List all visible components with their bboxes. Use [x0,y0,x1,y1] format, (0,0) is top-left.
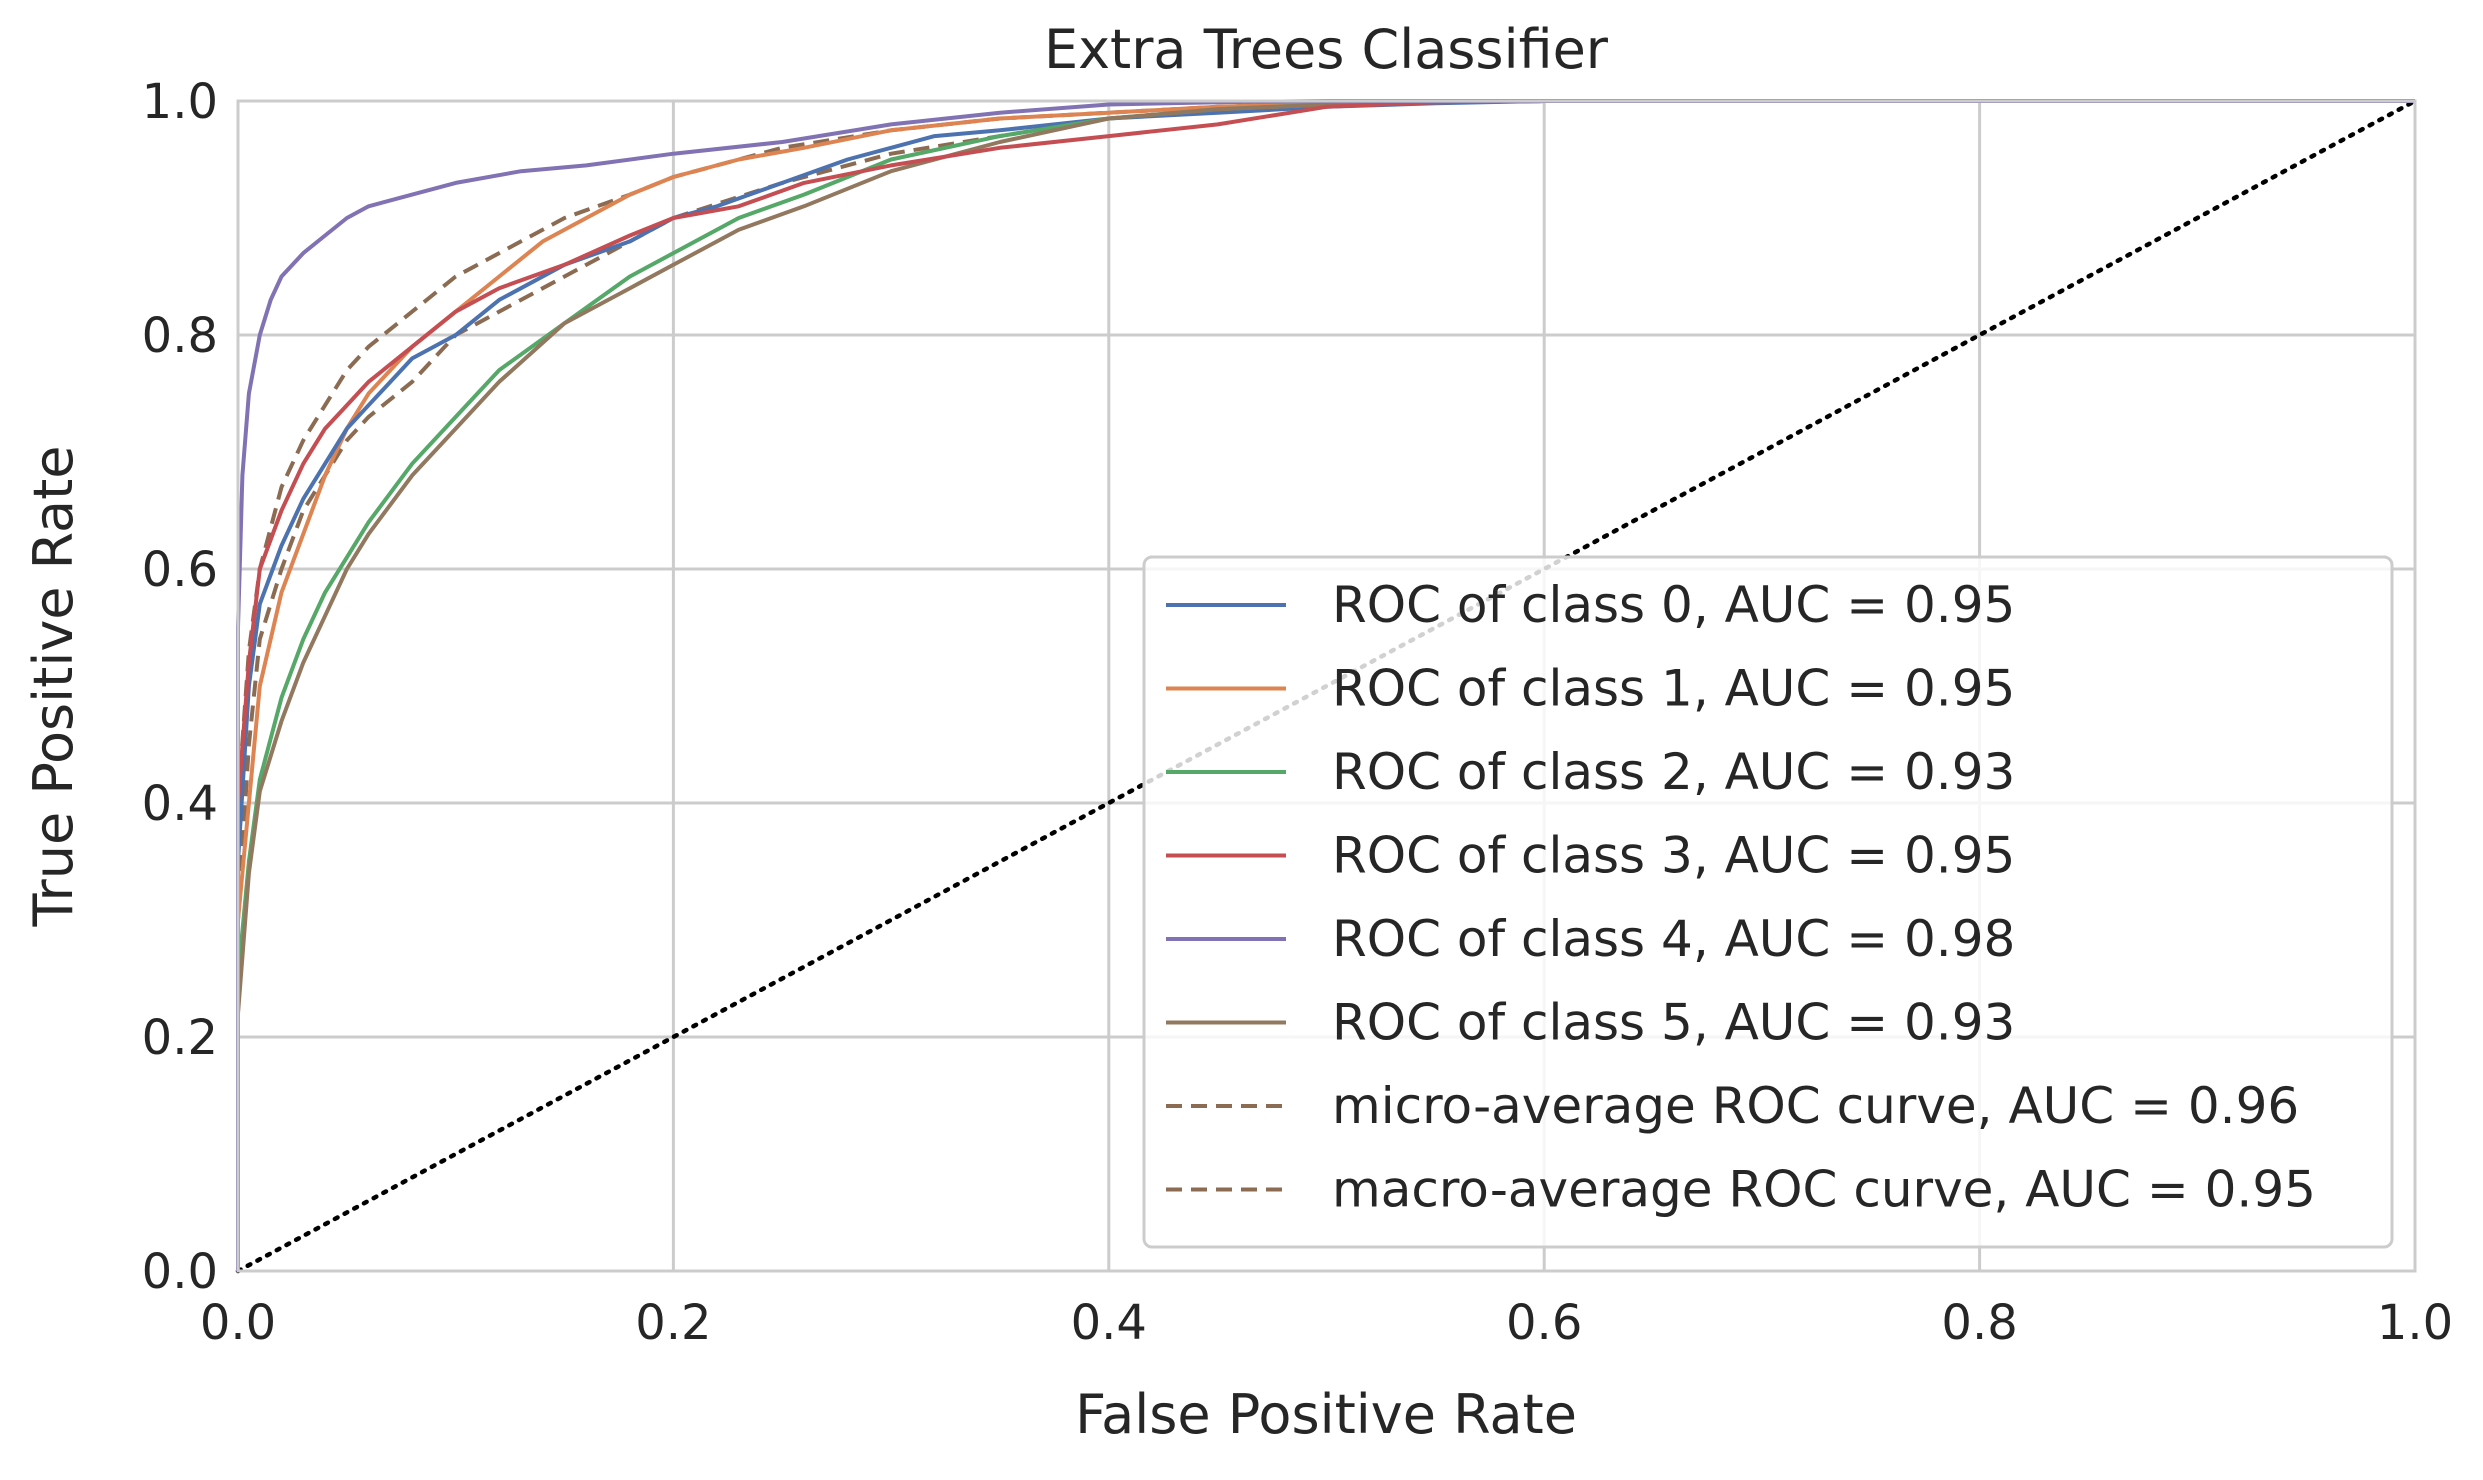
legend-label: ROC of class 3, AUC = 0.95 [1332,827,2015,885]
x-tick-label: 0.6 [1506,1295,1582,1351]
legend-label: macro-average ROC curve, AUC = 0.95 [1332,1161,2316,1219]
roc-curve-6 [236,99,2415,1271]
roc-curve-5 [236,99,2415,1271]
y-tick-labels: 0.0 0.2 0.4 0.6 0.8 1.0 [142,74,218,1300]
roc-curve-3 [236,99,2415,1271]
y-tick-label: 0.4 [142,776,218,832]
plot-frame [236,99,2417,1273]
legend-label: ROC of class 2, AUC = 0.93 [1332,743,2015,801]
legend-label: ROC of class 1, AUC = 0.95 [1332,660,2015,718]
x-tick-label: 0.0 [200,1295,276,1351]
legend-label: ROC of class 0, AUC = 0.95 [1332,576,2015,634]
x-axis-label: False Positive Rate [1075,1383,1577,1446]
y-tick-label: 0.0 [142,1244,218,1300]
series-layer [235,98,2418,1274]
y-tick-label: 0.6 [142,542,218,598]
legend-label: micro-average ROC curve, AUC = 0.96 [1332,1077,2299,1135]
y-tick-label: 1.0 [142,74,218,130]
y-tick-label: 0.8 [142,308,218,364]
chart-title: Extra Trees Classifier [1044,18,1609,81]
x-tick-label: 0.8 [1941,1295,2017,1351]
y-tick-label: 0.2 [142,1010,218,1066]
roc-curve-0 [236,99,2415,1271]
y-axis-label: True Positive Rate [22,445,85,927]
x-tick-labels: 0.0 0.2 0.4 0.6 0.8 1.0 [200,1295,2453,1351]
legend-box [1142,555,2394,1249]
legend: ROC of class 0, AUC = 0.95 ROC of class 1… [1142,555,2394,1249]
roc-curve-1 [236,99,2415,1271]
x-tick-label: 0.2 [635,1295,711,1351]
x-tick-label: 1.0 [2377,1295,2453,1351]
roc-curve-4 [236,99,2415,1271]
legend-label: ROC of class 4, AUC = 0.98 [1332,910,2015,968]
legend-label: ROC of class 5, AUC = 0.93 [1332,994,2015,1052]
x-tick-label: 0.4 [1071,1295,1147,1351]
